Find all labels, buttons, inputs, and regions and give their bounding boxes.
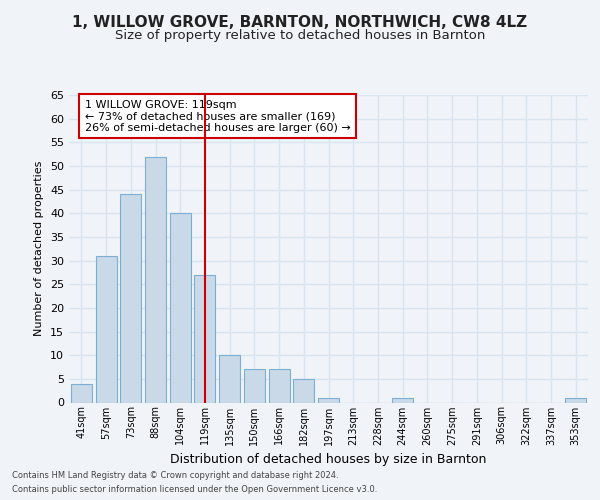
Bar <box>145 156 166 402</box>
Text: 1, WILLOW GROVE, BARNTON, NORTHWICH, CW8 4LZ: 1, WILLOW GROVE, BARNTON, NORTHWICH, CW8… <box>73 15 527 30</box>
Bar <box>565 398 586 402</box>
Bar <box>293 379 314 402</box>
Text: Size of property relative to detached houses in Barnton: Size of property relative to detached ho… <box>115 28 485 42</box>
Bar <box>244 370 265 402</box>
Bar <box>170 214 191 402</box>
Bar <box>392 398 413 402</box>
Bar <box>194 275 215 402</box>
Text: Contains public sector information licensed under the Open Government Licence v3: Contains public sector information licen… <box>12 484 377 494</box>
Text: 1 WILLOW GROVE: 119sqm
← 73% of detached houses are smaller (169)
26% of semi-de: 1 WILLOW GROVE: 119sqm ← 73% of detached… <box>85 100 350 133</box>
Bar <box>95 256 116 402</box>
Bar <box>120 194 141 402</box>
Bar <box>71 384 92 402</box>
Text: Contains HM Land Registry data © Crown copyright and database right 2024.: Contains HM Land Registry data © Crown c… <box>12 472 338 480</box>
X-axis label: Distribution of detached houses by size in Barnton: Distribution of detached houses by size … <box>170 453 487 466</box>
Bar <box>219 355 240 403</box>
Bar <box>318 398 339 402</box>
Y-axis label: Number of detached properties: Number of detached properties <box>34 161 44 336</box>
Bar <box>269 370 290 402</box>
